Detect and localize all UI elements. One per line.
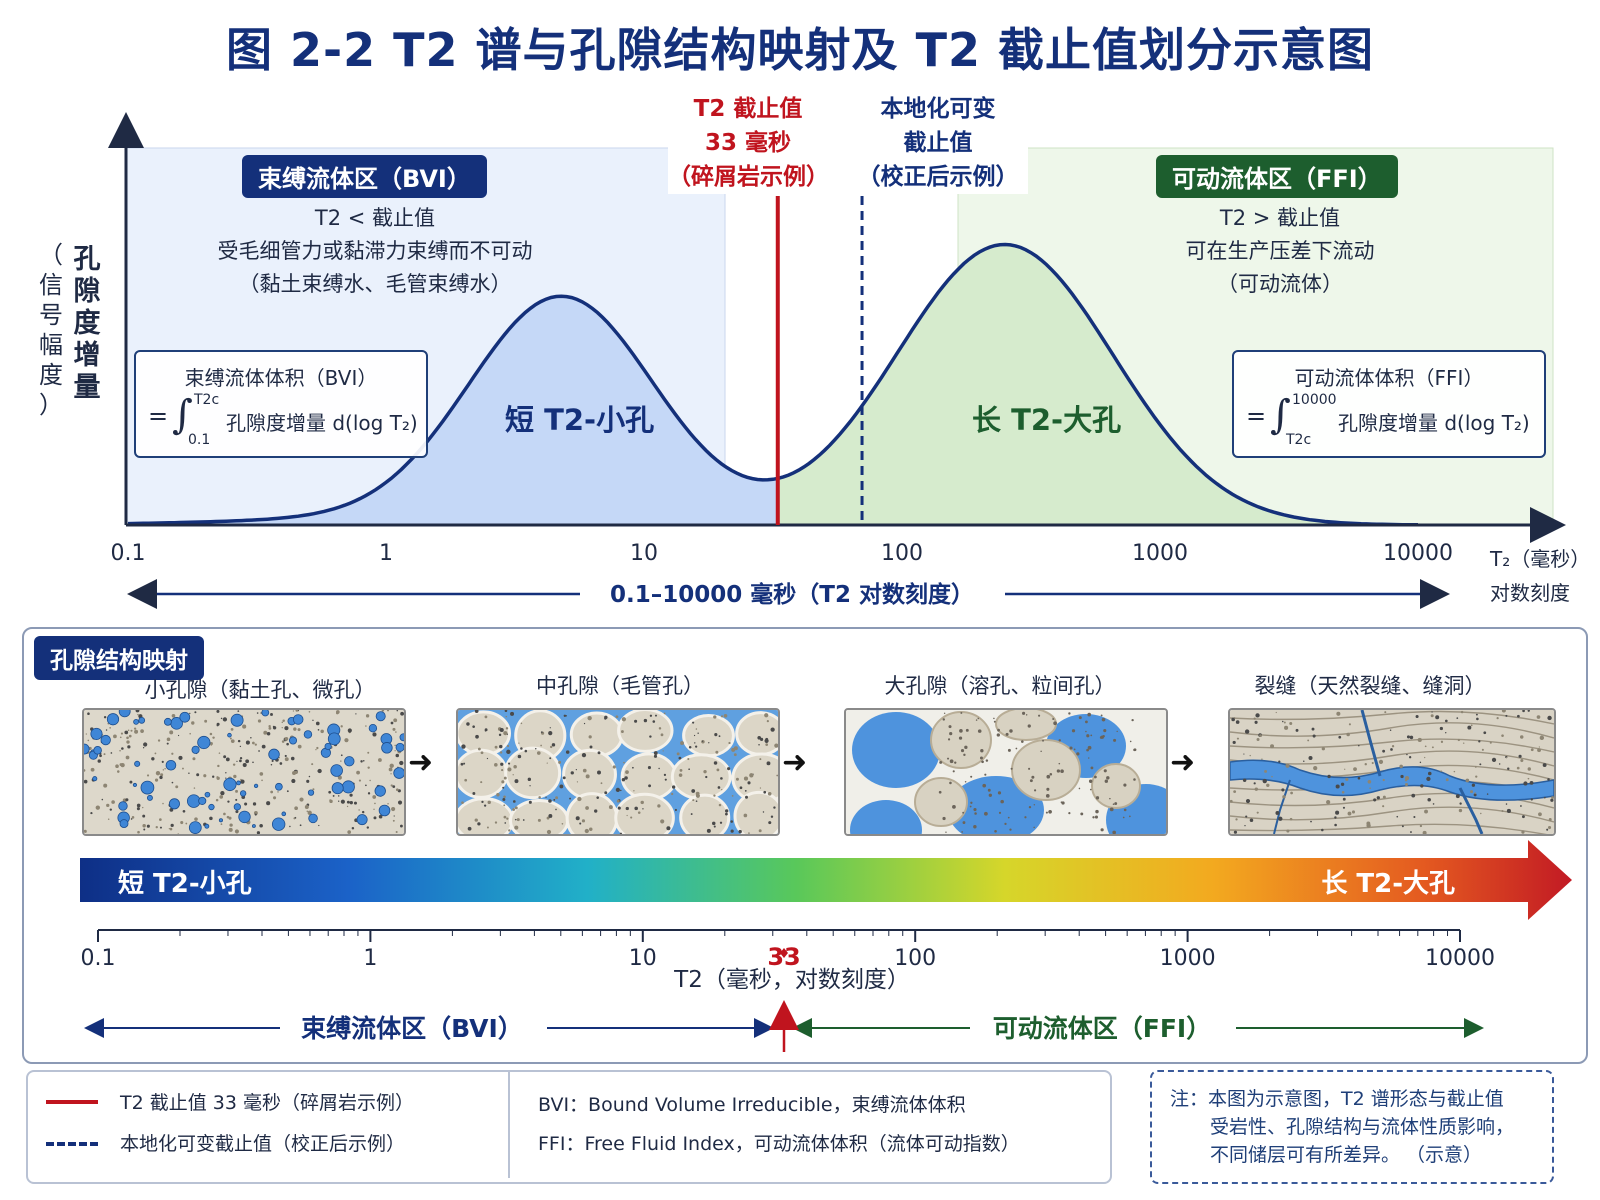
t2-spectrum-curve bbox=[127, 242, 1418, 527]
fracture-thumbnail bbox=[1228, 708, 1556, 836]
y-axis-label-main: 孔隙度增量 bbox=[73, 244, 101, 403]
scale-tick-label: 10 bbox=[629, 946, 657, 971]
long-t2-peak-label: 长 T2-大孔 bbox=[972, 403, 1122, 437]
pore-label-capillary: 中孔隙（毛管孔） bbox=[536, 674, 704, 698]
macro-pore-thumbnail bbox=[844, 708, 1168, 836]
t2-cutoff-label: T2 截止值 33 毫秒 （碎屑岩示例） bbox=[668, 92, 829, 194]
ffi-formula-title: 可动流体体积（FFI） bbox=[1294, 366, 1484, 390]
legend-divider bbox=[508, 1072, 510, 1178]
ffi-scale-label: 可动流体区（FFI） bbox=[993, 1014, 1211, 1043]
range-label: 0.1–10000 毫秒（T2 对数刻度） bbox=[610, 581, 974, 608]
gradient-left-label: 短 T2-小孔 bbox=[118, 869, 252, 899]
arrow-right-icon: ➜ bbox=[1170, 745, 1196, 780]
x-tick-label: 1 bbox=[379, 541, 393, 566]
x-tick-label: 0.1 bbox=[111, 541, 146, 566]
scale-tick-label: 100 bbox=[894, 946, 936, 971]
integral-sign-icon: ∫ bbox=[1270, 392, 1291, 438]
x-axis-unit: T₂（毫秒） bbox=[1489, 547, 1590, 571]
x-tick-label: 10000 bbox=[1383, 541, 1453, 566]
pore-label-micro: 小孔隙（黏土孔、微孔） bbox=[144, 678, 376, 702]
gradient-bar bbox=[80, 840, 1572, 920]
gradient-right-label: 长 T2-大孔 bbox=[1321, 869, 1455, 899]
note-line-3: 不同储层可有所差异。 （示意） bbox=[1210, 1144, 1483, 1166]
bvi-formula-body: 孔隙度增量 d(log T₂) bbox=[226, 411, 418, 435]
local-cutoff-label: 本地化可变 截止值 （校正后示例） bbox=[848, 92, 1028, 194]
scale-tick-label: 1 bbox=[363, 946, 377, 971]
ffi-zone-tag: 可动流体区（FFI） bbox=[1156, 155, 1398, 198]
capillary-pore-thumbnail bbox=[456, 708, 780, 836]
x-tick-label: 1000 bbox=[1132, 541, 1188, 566]
legend-fixed-label: T2 截止值 33 毫秒（碎屑岩示例） bbox=[120, 1092, 414, 1114]
pore-label-macro: 大孔隙（溶孔、粒间孔） bbox=[884, 674, 1116, 698]
scale-tick-label: 0.1 bbox=[81, 946, 116, 971]
scale-title: T2（毫秒，对数刻度） bbox=[673, 967, 910, 993]
bvi-formula-equals: = bbox=[148, 402, 169, 430]
ffi-integral-upper: 10000 bbox=[1292, 392, 1337, 408]
bvi-scale-label: 束缚流体区（BVI） bbox=[301, 1014, 523, 1043]
ffi-formula-body: 孔隙度增量 d(log T₂) bbox=[1338, 411, 1530, 435]
note-line-1: 注：本图为示意图，T2 谱形态与截止值 bbox=[1170, 1088, 1504, 1110]
bvi-formula-title: 束缚流体体积（BVI） bbox=[184, 366, 378, 390]
bvi-zone-description: T2 < 截止值 受毛细管力或黏滞力束缚而不可动 （黏土束缚水、毛管束缚水） bbox=[217, 206, 533, 296]
bvi-zone-tag: 束缚流体区（BVI） bbox=[242, 155, 487, 198]
bvi-area-fill bbox=[128, 296, 778, 525]
legend-local-label: 本地化可变截止值（校正后示例） bbox=[120, 1133, 406, 1155]
bvi-formula-box: 束缚流体体积（BVI） = ∫ T2c 0.1 孔隙度增量 d(log T₂) bbox=[134, 350, 428, 458]
short-t2-peak-label: 短 T2-小孔 bbox=[505, 403, 655, 437]
legend-box bbox=[26, 1070, 1112, 1184]
ffi-area-fill bbox=[777, 244, 1418, 525]
x-tick-label: 100 bbox=[881, 541, 923, 566]
ffi-integral-lower: T2c bbox=[1286, 432, 1312, 448]
t2-gradient-scale: 短 T2-小孔 长 T2-大孔 0.111033100100010000 T2（… bbox=[80, 840, 1572, 1052]
x-axis-scale-note: 对数刻度 bbox=[1490, 581, 1570, 605]
y-axis-label-sub: （信号幅度） bbox=[39, 241, 63, 419]
legend-fixed-swatch bbox=[46, 1100, 98, 1104]
arrow-right-icon: ➜ bbox=[408, 745, 434, 780]
arrow-right-icon: ➜ bbox=[782, 745, 808, 780]
note-line-2: 受岩性、孔隙结构与流体性质影响， bbox=[1210, 1116, 1515, 1138]
ffi-zone-description: T2 > 截止值 可在生产压差下流动 （可动流体） bbox=[1185, 206, 1375, 296]
legend-bvi-definition: BVI：Bound Volume Irreducible，束缚流体体积 bbox=[538, 1094, 966, 1116]
pore-mapping-tag: 孔隙结构映射 bbox=[34, 636, 204, 680]
integral-sign-icon: ∫ bbox=[172, 392, 193, 438]
ffi-formula-box: 可动流体体积（FFI） = ∫ 10000 T2c 孔隙度增量 d(log T₂… bbox=[1232, 350, 1546, 458]
t2-spectrum-chart: 0.1 1 10 100 1000 10000 0.1–10000 毫秒（T2 对数刻度）… bbox=[108, 112, 1590, 609]
legend-local-swatch bbox=[46, 1142, 98, 1146]
pore-mapping-panel bbox=[22, 627, 1588, 1064]
bvi-integral-lower: 0.1 bbox=[188, 432, 211, 448]
figure-title: 图 2-2 T2 谱与孔隙结构映射及 T2 截止值划分示意图 bbox=[226, 23, 1374, 77]
scale-tick-label: 1000 bbox=[1160, 946, 1216, 971]
cutoff-marker-diamond bbox=[780, 948, 788, 958]
note-box bbox=[1150, 1070, 1554, 1184]
scale-tick-label: 10000 bbox=[1425, 946, 1495, 971]
micro-pore-thumbnail bbox=[82, 708, 406, 836]
x-tick-label: 10 bbox=[630, 541, 658, 566]
legend-ffi-definition: FFI：Free Fluid Index，可动流体体积（流体可动指数） bbox=[538, 1133, 1020, 1155]
bvi-integral-upper: T2c bbox=[194, 392, 220, 408]
pore-label-fracture: 裂缝（天然裂缝、缝洞） bbox=[1254, 674, 1486, 698]
ffi-formula-equals: = bbox=[1246, 402, 1267, 430]
